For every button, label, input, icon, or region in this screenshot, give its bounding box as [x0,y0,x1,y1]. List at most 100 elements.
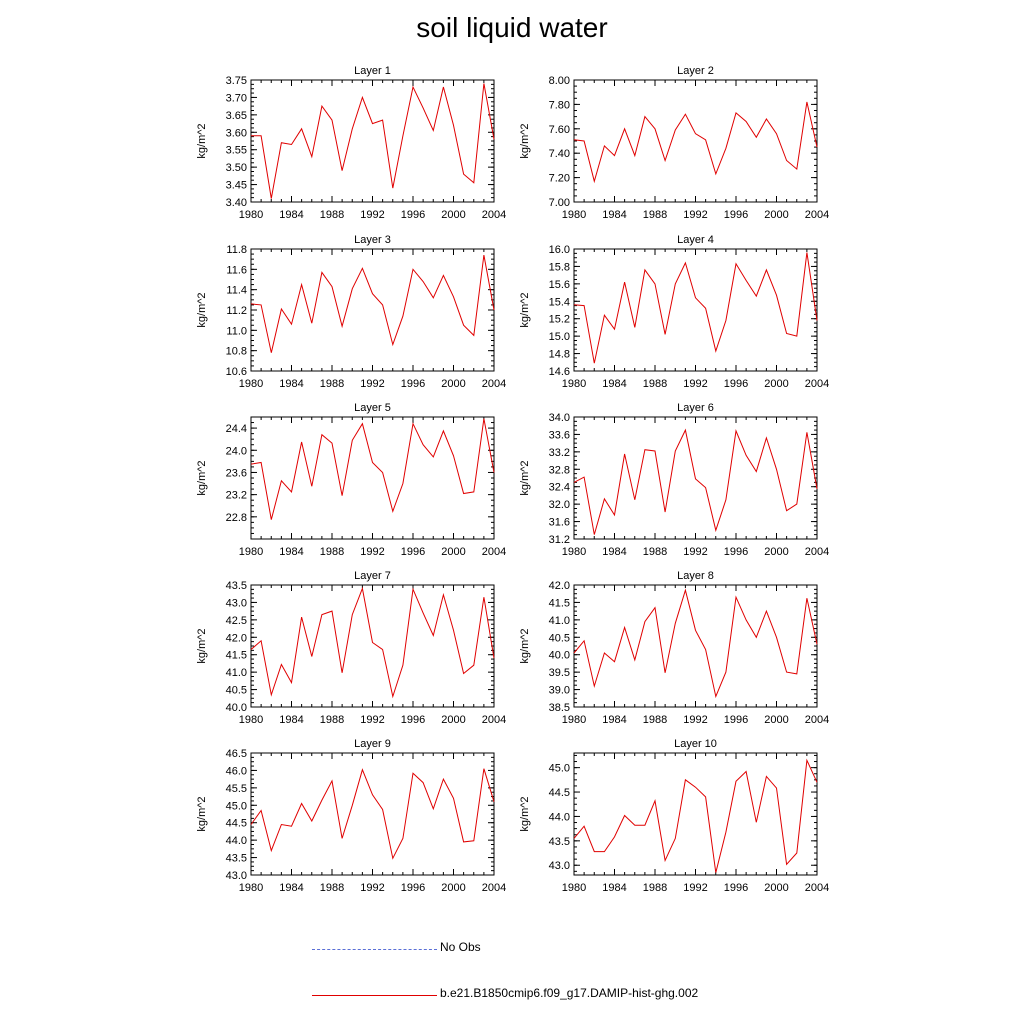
x-tick-label: 1980 [239,209,263,221]
y-tick-label: 7.80 [549,99,570,111]
x-tick-label: 2004 [482,546,506,558]
legend-swatch-dashed [312,949,437,950]
y-tick-label: 15.8 [549,261,570,273]
series-line [250,255,495,353]
y-tick-label: 41.0 [549,615,570,627]
y-tick-label: 44.0 [549,811,570,823]
panel-layer-4: Layer 4 1980 1984 1988 1992 1996 2000 2004 14.6 1… [519,234,829,390]
legend-swatch-solid [312,995,437,996]
y-tick-label: 42.5 [226,615,247,627]
x-tick-label: 1984 [602,378,626,390]
y-axis-label: kg/m^2 [196,460,208,495]
y-axis-label: kg/m^2 [519,628,531,663]
panel-title: Layer 5 [354,402,391,414]
y-tick-label: 3.60 [226,127,247,139]
x-tick-label: 1984 [602,546,626,558]
x-tick-label: 1988 [643,209,667,221]
panel-layer-7: Layer 7 1980 1984 1988 1992 1996 2000 2004 40.0 4… [196,570,506,726]
y-axis-label: kg/m^2 [196,628,208,663]
plot-frame [250,79,495,203]
y-tick-label: 11.4 [226,285,247,297]
series-line [251,83,495,199]
y-tick-label: 24.4 [226,423,247,435]
x-tick-label: 2004 [482,378,506,390]
y-tick-label: 41.0 [226,667,247,679]
panel-title: Layer 2 [677,65,714,77]
x-tick-label: 2004 [482,209,506,221]
plot-frame [573,584,818,708]
y-tick-label: 42.0 [226,632,247,644]
y-tick-label: 44.5 [549,787,570,799]
x-tick-label: 2004 [482,714,506,726]
y-tick-label: 3.45 [226,180,247,192]
series-line [250,418,495,520]
y-axis-label: kg/m^2 [196,796,208,831]
panel-layer-6: Layer 6 1980 1984 1988 1992 1996 2000 2004 31.2 3… [519,402,829,558]
y-tick-label: 43.5 [226,580,247,592]
x-tick-label: 1988 [643,546,667,558]
panel-title: Layer 9 [354,738,391,750]
y-axis-label: kg/m^2 [196,292,208,327]
x-tick-label: 1992 [683,378,707,390]
x-tick-label: 2000 [764,546,788,558]
panel-layer-3: Layer 3 1980 1984 1988 1992 1996 2000 2004 10.6 1… [196,234,506,390]
x-tick-label: 2000 [764,378,788,390]
y-tick-label: 11.0 [226,325,247,337]
y-tick-label: 40.5 [226,685,247,697]
x-tick-label: 1992 [683,714,707,726]
y-tick-label: 15.4 [549,296,570,308]
x-tick-label: 1992 [360,882,384,894]
x-tick-label: 1996 [724,378,748,390]
y-tick-label: 45.0 [549,763,570,775]
panel-title: Layer 1 [354,65,391,77]
panel-title: Layer 6 [677,402,714,414]
y-tick-label: 3.40 [226,197,247,209]
x-tick-label: 1992 [683,546,707,558]
x-tick-label: 1984 [279,378,303,390]
y-axis-label: kg/m^2 [519,292,531,327]
y-tick-label: 3.65 [226,110,247,122]
y-tick-label: 11.2 [226,305,247,317]
x-tick-label: 1988 [320,546,344,558]
series-line [573,588,818,699]
y-tick-label: 33.2 [549,447,570,459]
plot-frame [573,752,818,876]
x-tick-label: 1984 [602,209,626,221]
y-tick-label: 16.0 [549,244,570,256]
x-tick-label: 1984 [602,882,626,894]
y-tick-label: 42.0 [549,580,570,592]
x-tick-label: 1984 [279,882,303,894]
x-tick-label: 1996 [401,882,425,894]
x-tick-label: 1992 [683,882,707,894]
y-tick-label: 34.0 [549,412,570,424]
y-tick-label: 14.8 [549,349,570,361]
x-tick-label: 1992 [683,209,707,221]
x-tick-label: 1980 [562,209,586,221]
y-tick-label: 40.5 [549,632,570,644]
x-tick-label: 2004 [805,882,829,894]
x-tick-label: 1980 [562,714,586,726]
x-tick-label: 2000 [441,882,465,894]
x-tick-label: 1980 [239,378,263,390]
y-tick-label: 43.0 [549,860,570,872]
y-tick-label: 43.0 [226,870,247,882]
y-tick-label: 32.4 [549,482,570,494]
y-tick-label: 7.00 [549,197,570,209]
panel-title: Layer 7 [354,570,391,582]
y-tick-label: 10.8 [226,346,247,358]
y-axis-label: kg/m^2 [519,123,531,158]
x-tick-label: 1996 [401,378,425,390]
y-tick-label: 22.8 [226,512,247,524]
x-tick-label: 1980 [562,546,586,558]
x-tick-label: 2004 [482,882,506,894]
y-tick-label: 45.0 [226,800,247,812]
x-tick-label: 1996 [724,882,748,894]
y-tick-label: 33.6 [549,429,570,441]
y-tick-label: 24.0 [226,445,247,457]
y-tick-label: 43.5 [226,853,247,865]
x-tick-label: 1980 [562,378,586,390]
panel-layer-10: Layer 10 1980 1984 1988 1992 1996 2000 2004 43.0… [519,738,829,894]
x-tick-label: 2004 [805,546,829,558]
plot-frame [573,79,818,203]
